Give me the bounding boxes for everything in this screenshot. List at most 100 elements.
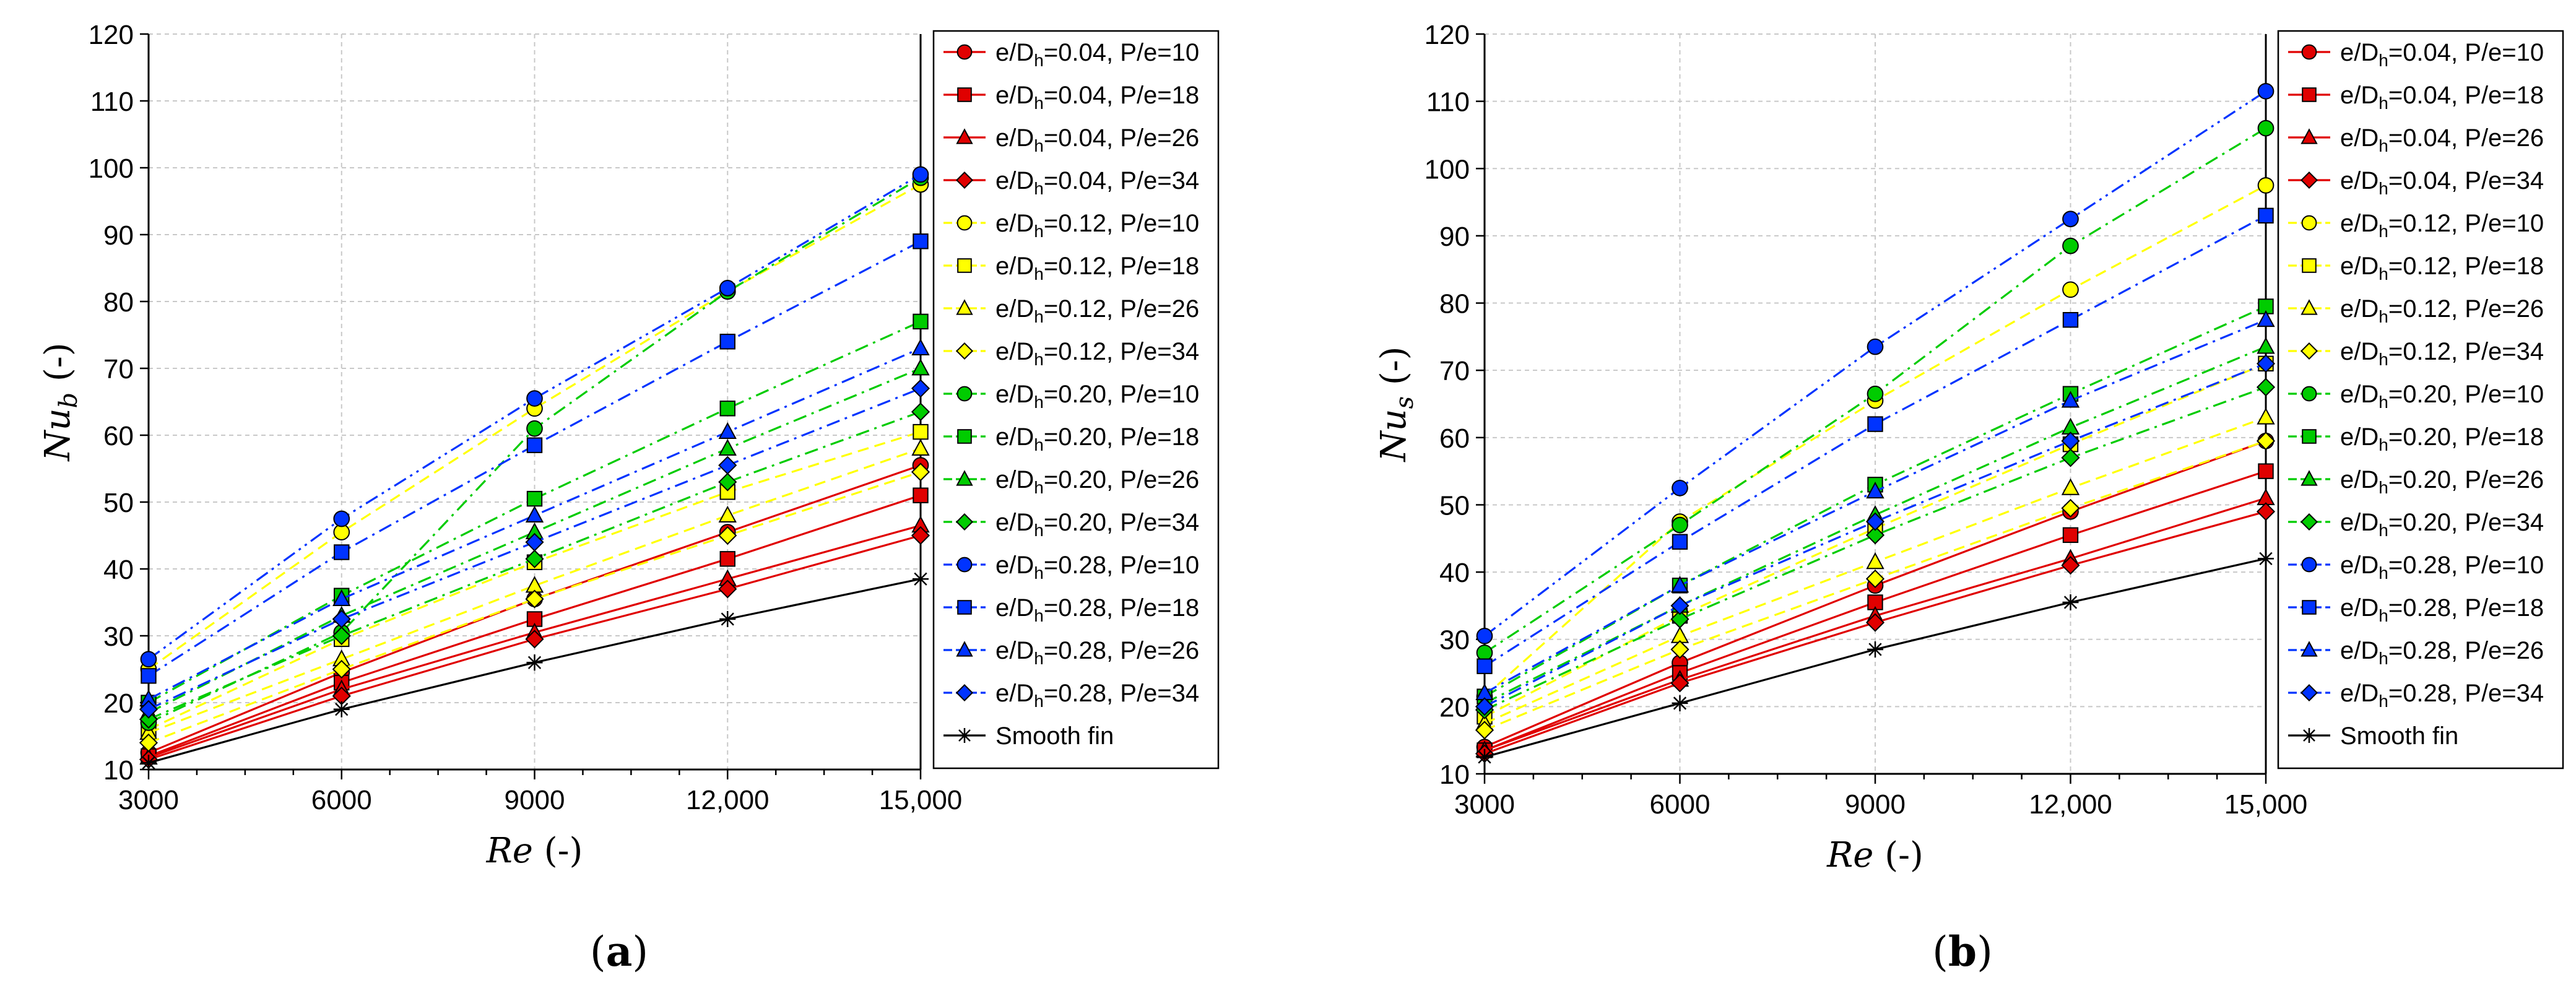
legend-item-label: e/Dh=0.20, P/e=34: [995, 509, 1199, 540]
data-point: [2258, 207, 2274, 224]
series-line: [148, 173, 921, 661]
legend-marker: [2301, 299, 2318, 315]
x-tick-label: 3000: [118, 785, 179, 815]
y-tick-label: 20: [1439, 692, 1470, 722]
series-line: [148, 448, 921, 734]
y-tick-label: 70: [103, 354, 134, 384]
data-point: [718, 526, 737, 545]
data-point: [2062, 594, 2079, 610]
legend-item-label: e/Dh=0.12, P/e=18: [2340, 253, 2544, 284]
data-point: [718, 422, 737, 439]
panel-label: (a): [590, 927, 648, 976]
series-15: [139, 379, 930, 719]
legend-marker: [957, 87, 972, 102]
data-point: [1476, 644, 1493, 661]
legend-item-label: e/Dh=0.20, P/e=26: [2340, 466, 2544, 497]
series-13: [1477, 207, 2274, 674]
data-point: [525, 532, 544, 552]
series-16: [1477, 550, 2274, 765]
data-point: [913, 313, 929, 330]
data-point: [1672, 695, 1688, 711]
x-tick-label: 15,000: [879, 785, 963, 815]
y-tick-label: 60: [1439, 423, 1470, 454]
y-tick-label: 10: [1439, 760, 1470, 790]
series-1: [1477, 463, 2274, 758]
data-point: [525, 549, 544, 568]
legend-marker: [2301, 557, 2317, 573]
data-point: [2257, 310, 2275, 327]
series-group: [139, 166, 930, 771]
data-point: [718, 579, 737, 599]
data-point: [2061, 498, 2080, 518]
legend-item-label: e/Dh=0.04, P/e=26: [995, 124, 1199, 155]
y-tick-label: 30: [103, 622, 134, 652]
legend-marker: [956, 44, 973, 60]
legend-marker: [2300, 342, 2318, 360]
legend-item-label: e/Dh=0.28, P/e=10: [2340, 552, 2544, 583]
data-point: [2062, 281, 2079, 298]
series-line: [1484, 90, 2266, 637]
data-point: [526, 420, 543, 437]
y-tick-label: 90: [1439, 222, 1470, 252]
data-point: [139, 700, 158, 719]
legend: e/Dh=0.04, P/e=10 e/Dh=0.04, P/e=18 e/Dh=0…: [932, 30, 1220, 770]
data-point: [333, 701, 350, 718]
data-point: [911, 358, 930, 376]
data-point: [913, 233, 929, 249]
data-point: [141, 668, 157, 684]
series-12: [1476, 82, 2275, 644]
data-point: [2062, 237, 2079, 254]
legend-item-label: e/Dh=0.04, P/e=34: [2340, 167, 2544, 198]
data-point: [333, 510, 350, 527]
data-point: [911, 338, 930, 355]
data-point: [334, 544, 350, 560]
legend-item-label: Smooth fin: [995, 722, 1114, 750]
legend-marker: [957, 429, 972, 444]
legend-item-label: e/Dh=0.20, P/e=10: [2340, 381, 2544, 412]
data-point: [1867, 416, 1883, 432]
data-point: [332, 659, 351, 679]
legend-marker: [955, 683, 974, 702]
legend-marker: [2300, 513, 2318, 531]
legend-marker: [2302, 429, 2317, 444]
y-tick-label: 100: [89, 154, 134, 184]
data-point: [2256, 354, 2276, 373]
data-point: [1475, 721, 1494, 740]
legend-box: [932, 30, 1220, 770]
data-point: [1866, 552, 1884, 570]
x-axis-title: Re (-): [1826, 835, 1923, 875]
series-7: [139, 462, 930, 752]
y-tick-label: 40: [103, 555, 134, 585]
y-tick-label: 60: [103, 421, 134, 451]
data-point: [2061, 556, 2080, 575]
legend-marker: [955, 171, 974, 189]
data-point: [718, 456, 737, 475]
series-7: [1475, 431, 2276, 740]
data-point: [719, 401, 735, 417]
legend-item-label: e/Dh=0.12, P/e=26: [995, 295, 1199, 326]
series-line: [148, 470, 921, 744]
data-point: [913, 423, 929, 440]
panel-label: (b): [1932, 927, 1993, 976]
legend-item-label: e/Dh=0.28, P/e=34: [995, 680, 1199, 711]
chart-panel-0: 10 20 30 40 50 60 70 80 90 100 110 120 3000 6000 9000 1…: [38, 20, 1220, 976]
y-tick-label: 110: [90, 87, 134, 117]
data-point: [2061, 431, 2080, 451]
legend-item-label: e/Dh=0.12, P/e=10: [995, 210, 1199, 241]
data-point: [2257, 82, 2275, 100]
data-point: [913, 571, 929, 588]
legend-item-label: e/Dh=0.28, P/e=18: [995, 594, 1199, 625]
series-line: [1484, 214, 2266, 667]
series-6: [1475, 407, 2275, 731]
data-point: [141, 755, 157, 771]
legend-marker: [955, 513, 974, 531]
data-point: [1867, 385, 1884, 402]
legend-marker: [955, 342, 974, 360]
data-point: [2257, 337, 2275, 354]
y-tick-label: 50: [103, 488, 134, 518]
data-point: [525, 505, 544, 523]
legend-marker: [2301, 128, 2318, 144]
legend-marker: [2301, 215, 2317, 231]
data-point: [526, 654, 543, 671]
